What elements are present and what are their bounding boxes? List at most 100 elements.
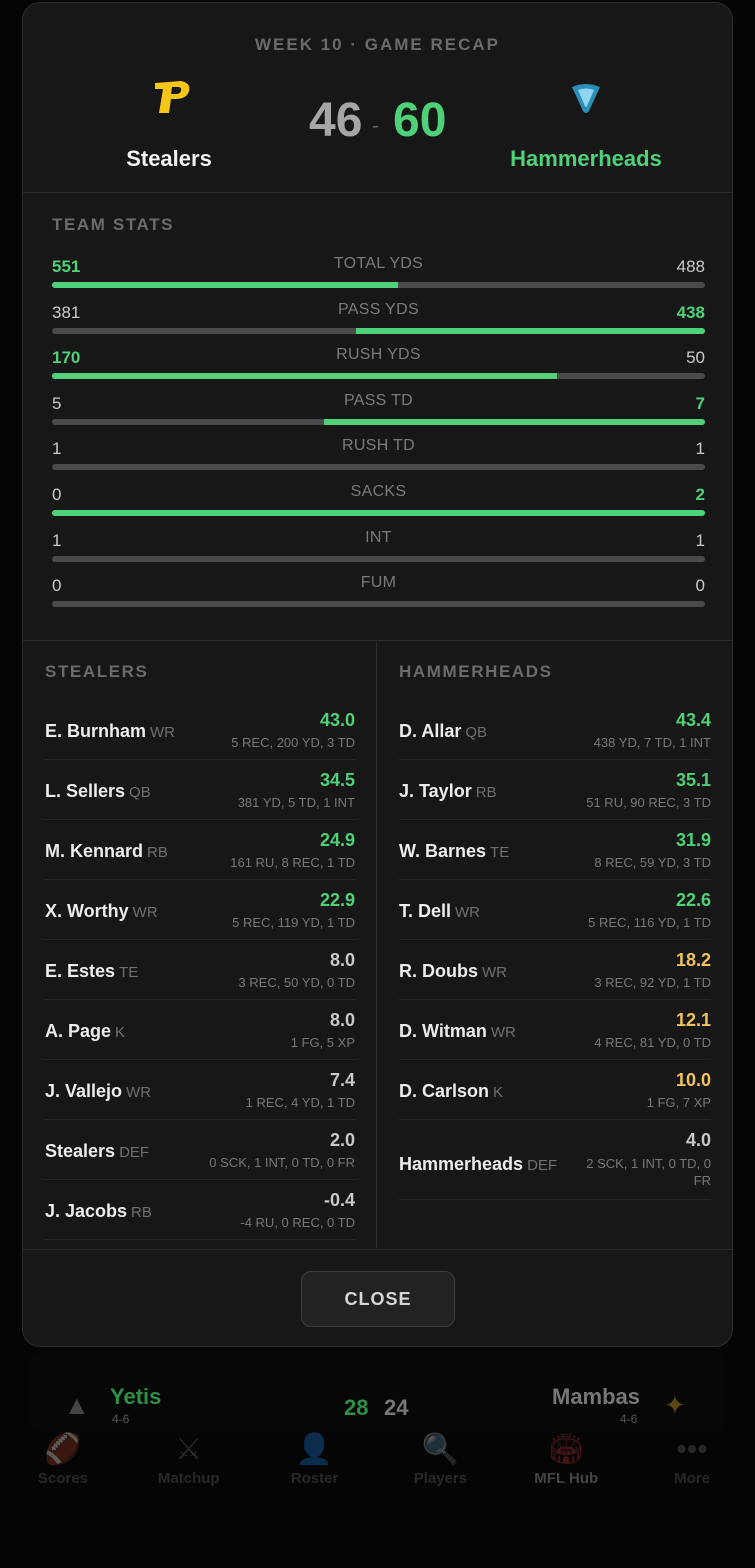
ellipsis-icon: ••• (676, 1433, 708, 1466)
player-points: 34.5 (319, 770, 355, 790)
tab-scores[interactable]: 🏈 Scores (0, 1432, 126, 1502)
player-row[interactable]: E. Burnham WR 43.0 5 REC, 200 YD, 3 TD (45, 700, 355, 760)
player-position: K (493, 1084, 504, 1101)
player-row[interactable]: A. Page K 8.0 1 FG, 5 XP (45, 1000, 355, 1060)
player-position: TE (119, 964, 139, 981)
stat-home-value: 2 (695, 485, 705, 504)
player-stat-line: 8 REC, 59 YD, 3 TD (594, 855, 711, 870)
stat-row: 0 SACKS 2 (52, 483, 705, 525)
player-row[interactable]: E. Estes TE 8.0 3 REC, 50 YD, 0 TD (45, 940, 355, 1000)
tab-mfl-hub[interactable]: 🏟 MFL Hub (503, 1432, 629, 1502)
tab-players[interactable]: 🔍 Players (377, 1432, 503, 1502)
player-name: Stealers DEF (45, 1141, 149, 1162)
bg-home-team-name: Mambas (552, 1384, 641, 1409)
player-name: W. Barnes TE (399, 841, 509, 862)
tab-label: Matchup (157, 1470, 220, 1487)
home-roster-title: HAMMERHEADS (399, 662, 553, 681)
player-name: X. Worthy WR (45, 901, 158, 922)
player-name-text: J. Vallejo (45, 1081, 123, 1101)
player-points: 43.4 (675, 710, 711, 730)
player-scores-section: STEALERS E. Burnham WR 43.0 5 REC, 200 YD, … (23, 640, 732, 1250)
stat-home-value: 0 (695, 576, 705, 596)
player-stat-line: 3 REC, 50 YD, 0 TD (238, 975, 355, 990)
tab-label: Scores (37, 1470, 88, 1487)
stat-label: TOTAL YDS (333, 255, 424, 272)
player-stat-line: 2 SCK, 1 INT, 0 TD, 0 FR (586, 1156, 711, 1188)
player-stat-line: 161 RU, 8 REC, 1 TD (230, 855, 355, 870)
stadium-icon: 🏟 (547, 1433, 586, 1466)
player-name-text: D. Witman (399, 1021, 487, 1041)
player-row[interactable]: J. Taylor RB 35.1 51 RU, 90 REC, 3 TD (399, 760, 711, 820)
tab-label: Roster (290, 1470, 339, 1487)
player-row[interactable]: J. Vallejo WR 7.4 1 REC, 4 YD, 1 TD (45, 1060, 355, 1120)
player-row[interactable]: L. Sellers QB 34.5 381 YD, 5 TD, 1 INT (45, 760, 355, 820)
player-name: T. Dell WR (399, 901, 480, 922)
tab-more[interactable]: ••• More (629, 1432, 755, 1502)
stat-label: RUSH YDS (336, 346, 421, 364)
home-roster-column: HAMMERHEADS D. Allar QB 43.4 438 YD, 7 TD, … (377, 640, 732, 1248)
bg-home-score: 24 (384, 1395, 409, 1420)
player-position: DEF (527, 1157, 558, 1174)
stat-bar-track (52, 327, 705, 334)
stat-home-value: 1 (695, 439, 705, 459)
close-button[interactable]: CLOSE (301, 1271, 455, 1327)
player-stat-line: 3 REC, 92 YD, 1 TD (594, 975, 711, 990)
player-stat-line: 1 REC, 4 YD, 1 TD (245, 1095, 355, 1110)
player-name-text: X. Worthy (45, 901, 129, 921)
bg-away-team-name: Yetis (110, 1384, 162, 1409)
stat-home-value: 438 (676, 302, 705, 322)
player-position: WR (455, 904, 481, 921)
stat-bar-track (52, 418, 705, 425)
stat-home-value: 7 (695, 393, 705, 413)
player-row[interactable]: D. Carlson K 10.0 1 FG, 7 XP (399, 1060, 711, 1120)
player-row[interactable]: D. Allar QB 43.4 438 YD, 7 TD, 1 INT (399, 700, 711, 760)
hammerheads-logo-icon (572, 84, 600, 113)
player-row[interactable]: M. Kennard RB 24.9 161 RU, 8 REC, 1 TD (45, 820, 355, 880)
player-stat-line: 5 REC, 116 YD, 1 TD (588, 915, 711, 930)
player-name: J. Vallejo WR (45, 1081, 151, 1102)
player-row[interactable]: X. Worthy WR 22.9 5 REC, 119 YD, 1 TD (45, 880, 355, 940)
week-label: WEEK 10 · GAME RECAP (255, 35, 500, 54)
player-position: WR (482, 964, 507, 981)
stat-away-value: 0 (52, 485, 62, 504)
stat-row: 551 TOTAL YDS 488 (52, 255, 705, 297)
player-name: J. Jacobs RB (45, 1201, 152, 1222)
tab-label: Players (413, 1470, 468, 1487)
player-row[interactable]: D. Witman WR 12.1 4 REC, 81 YD, 0 TD (399, 1000, 711, 1060)
player-points: 43.0 (319, 710, 355, 730)
player-name-text: A. Page (45, 1021, 112, 1041)
player-name: E. Estes TE (45, 961, 138, 982)
player-points: -0.4 (323, 1190, 355, 1210)
player-name: E. Burnham WR (45, 721, 175, 742)
player-name-text: D. Carlson (399, 1081, 490, 1101)
player-row[interactable]: Hammerheads DEF 4.0 2 SCK, 1 INT, 0 TD, 0 F… (399, 1120, 711, 1200)
player-row[interactable]: Stealers DEF 2.0 0 SCK, 1 INT, 0 TD, 0 FR (45, 1120, 355, 1180)
player-row[interactable]: R. Doubs WR 18.2 3 REC, 92 YD, 1 TD (399, 940, 711, 1000)
tab-roster[interactable]: 👤 Roster (252, 1432, 378, 1502)
home-player-list: D. Allar QB 43.4 438 YD, 7 TD, 1 INT J. Tayl… (399, 700, 711, 1200)
player-stat-line: 5 REC, 119 YD, 1 TD (232, 915, 355, 930)
player-points: 8.0 (329, 950, 355, 970)
player-stat-line: 1 FG, 7 XP (646, 1095, 711, 1110)
background-matchup-card[interactable] (30, 1352, 725, 1432)
player-row[interactable]: J. Jacobs RB -0.4 -4 RU, 0 REC, 0 TD (45, 1180, 355, 1240)
bg-home-record: 4-6 (620, 1412, 638, 1426)
player-points: 22.9 (319, 890, 355, 910)
player-points: 2.0 (329, 1130, 355, 1150)
stat-away-value: 0 (52, 576, 62, 596)
stat-bar-track (52, 464, 705, 471)
stat-row: 381 PASS YDS 438 (52, 301, 705, 343)
player-position: K (115, 1024, 126, 1041)
player-row[interactable]: W. Barnes TE 31.9 8 REC, 59 YD, 3 TD (399, 820, 711, 880)
stat-row: 1 INT 1 (52, 529, 705, 571)
stat-row: 0 FUM 0 (52, 574, 705, 616)
tab-matchup[interactable]: ⚔ Matchup (126, 1432, 252, 1502)
player-position: QB (129, 784, 151, 801)
stat-home-value: 1 (695, 530, 705, 550)
player-name: D. Carlson K (399, 1081, 503, 1102)
stat-bar-track (52, 373, 705, 380)
player-name-text: E. Burnham (45, 721, 147, 741)
stat-away-value: 1 (52, 530, 62, 550)
player-row[interactable]: T. Dell WR 22.6 5 REC, 116 YD, 1 TD (399, 880, 711, 940)
modal-footer: CLOSE (23, 1250, 732, 1346)
